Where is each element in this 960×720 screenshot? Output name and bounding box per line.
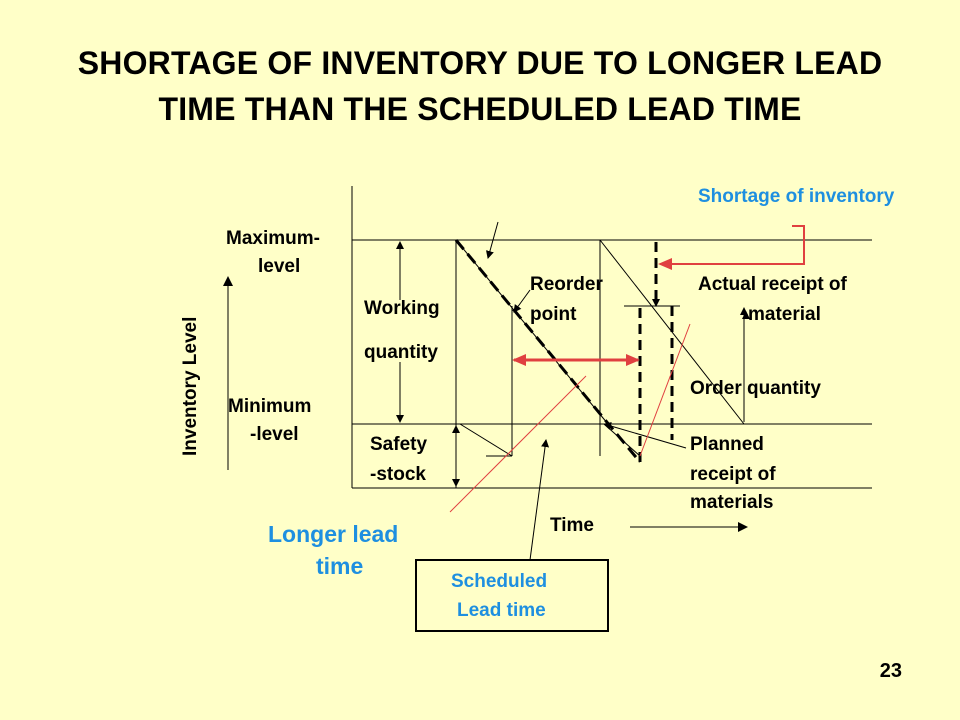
scheduled-label-2: Lead time (457, 600, 546, 621)
max-level-label-2: level (258, 256, 300, 277)
y-axis-label: Inventory Level (180, 317, 201, 456)
longer-lead-label-1: Longer lead (268, 521, 398, 547)
scheduled-lead-leader (529, 439, 550, 561)
planned-label-3: materials (690, 492, 773, 513)
scheduled-lead-time-box (415, 559, 609, 632)
slide-title: SHORTAGE OF INVENTORY DUE TO LONGER LEAD… (0, 40, 960, 132)
reorder-label-1: Reorder (530, 274, 603, 295)
longer-lead-label-2: time (316, 553, 363, 579)
actual-label-2: material (748, 304, 821, 325)
order-quantity-label: Order quantity (690, 378, 821, 399)
max-level-leader (486, 221, 499, 259)
working-label-1: Working (364, 298, 440, 319)
scheduled-label-1: Scheduled (451, 571, 547, 592)
longer-lead-red-line (449, 375, 587, 513)
safety-label-2: -stock (370, 464, 426, 485)
safety-stock-leader (459, 423, 513, 457)
reorder-point-leader (513, 289, 531, 313)
longer-lead-red-line-2 (639, 323, 691, 457)
planned-label-2: receipt of (690, 464, 776, 485)
time-label: Time (550, 515, 594, 536)
shortage-red-arrow (658, 225, 805, 270)
planned-receipt-leader (603, 422, 687, 449)
actual-label-1: Actual receipt of (698, 274, 848, 295)
planned-leader-2 (603, 423, 641, 457)
min-level-label-1: Minimum (228, 396, 311, 417)
min-level-label-2: -level (250, 424, 299, 445)
title-line-1: SHORTAGE OF INVENTORY DUE TO LONGER LEAD (77, 45, 883, 81)
title-line-2: TIME THAN THE SCHEDULED LEAD TIME (158, 91, 802, 127)
max-level-label-1: Maximum- (226, 228, 320, 249)
page-number: 23 (879, 660, 902, 682)
working-label-2: quantity (364, 342, 438, 363)
reorder-label-2: point (530, 304, 577, 325)
safety-label-1: Safety (370, 434, 427, 455)
shortage-label: Shortage of inventory (698, 186, 895, 207)
planned-label-1: Planned (690, 434, 764, 455)
